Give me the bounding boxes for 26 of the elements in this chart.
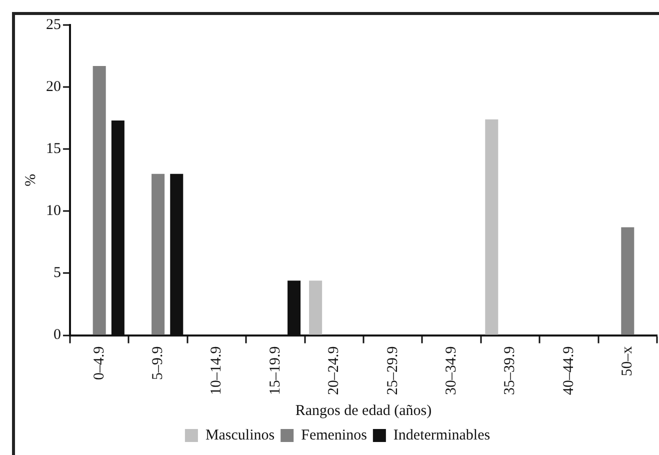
x-tick-label: 50–x xyxy=(620,346,636,376)
y-tick-label: 20 xyxy=(46,78,61,95)
y-tick-label: 25 xyxy=(46,16,61,33)
bar xyxy=(309,280,322,335)
x-tick-label: 25–29.9 xyxy=(384,346,401,395)
x-tick-label: 0–4.9 xyxy=(91,346,108,380)
x-tick-label: 5–9.9 xyxy=(150,346,166,380)
legend-label: Femeninos xyxy=(301,427,368,444)
x-tick-label: 35–39.9 xyxy=(502,346,518,395)
x-axis-title: Rangos de edad (años) xyxy=(295,402,432,419)
legend-label: Masculinos xyxy=(205,427,275,444)
y-tick-label: 5 xyxy=(54,265,61,282)
y-tick-label: 10 xyxy=(46,203,61,220)
bar xyxy=(92,66,106,335)
y-axis-title: % xyxy=(22,174,39,186)
x-tick-label: 10–14.9 xyxy=(208,346,225,395)
x-tick-label: 20–24.9 xyxy=(326,346,342,395)
x-tick-label: 30–34.9 xyxy=(443,346,460,395)
bar xyxy=(485,119,498,335)
x-tick-label: 15–19.9 xyxy=(267,346,284,395)
y-tick-label: 15 xyxy=(46,141,61,158)
x-tick-label: 40–44.9 xyxy=(560,346,577,395)
y-tick-label: 0 xyxy=(54,327,61,344)
bar xyxy=(621,227,634,335)
legend-label: Indeterminables xyxy=(393,427,490,444)
bar xyxy=(152,174,165,335)
